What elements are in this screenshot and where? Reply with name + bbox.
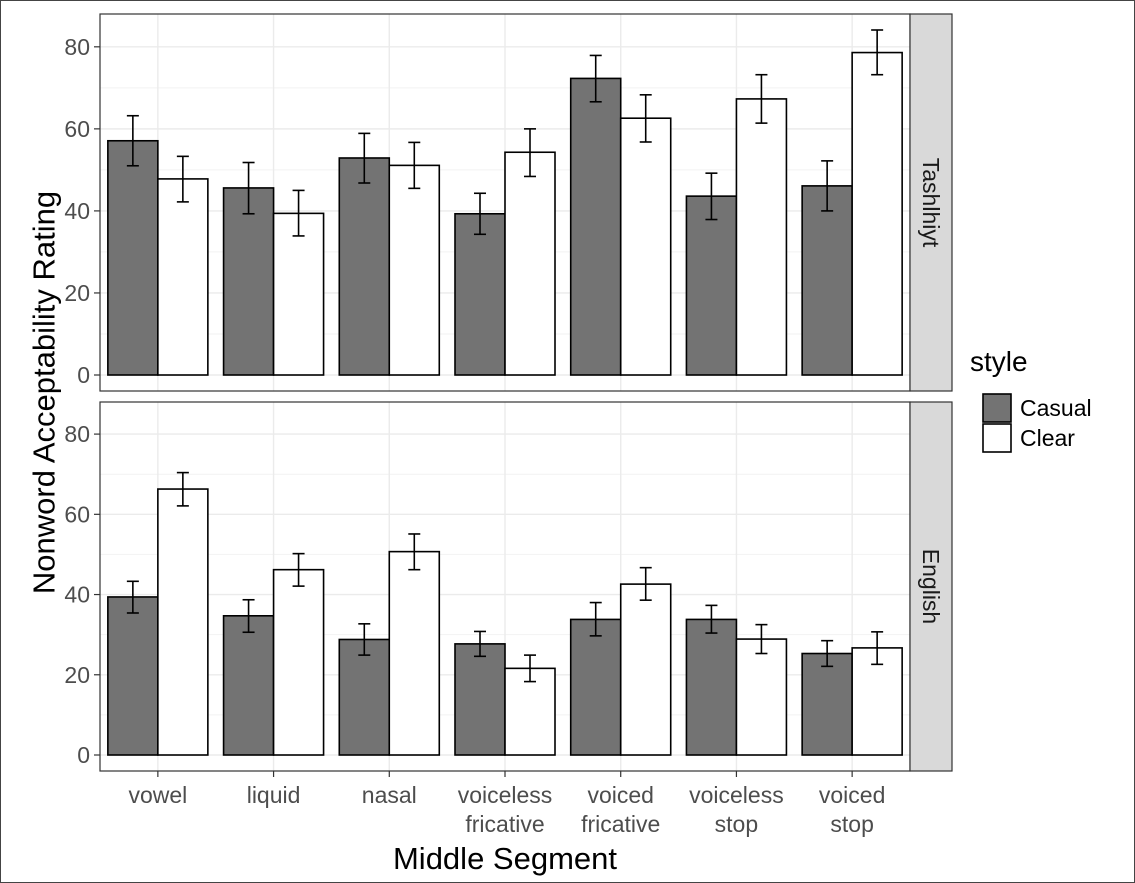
bar-casual [454, 643, 506, 756]
bar-clear [504, 151, 556, 376]
bar-casual [107, 596, 159, 756]
x-tick-label: liquid [247, 782, 301, 808]
y-tick-label: 80 [64, 421, 90, 447]
bar-clear [504, 667, 556, 756]
bar-casual [685, 618, 738, 756]
legend-key-clear [982, 423, 1012, 453]
bar-clear [851, 51, 903, 376]
y-axis-title: Nonword Acceptability Rating [27, 191, 62, 594]
facet-strip-label: Tashlhiyt [918, 158, 944, 248]
y-tick-label: 20 [64, 280, 90, 306]
bar-casual [338, 638, 391, 756]
bar-clear [619, 117, 672, 376]
bar-clear [388, 550, 441, 756]
bar-clear [735, 98, 788, 376]
x-axis-title: Middle Segment [393, 841, 617, 876]
facet-strip [909, 13, 953, 392]
bar-casual [569, 618, 622, 756]
bar-clear [157, 488, 209, 756]
y-tick-label: 20 [64, 662, 90, 688]
bar-casual [569, 77, 622, 376]
x-tick-label: nasal [362, 782, 417, 808]
x-tick-label: voiceless [458, 782, 553, 808]
bar-casual [107, 139, 159, 376]
bar-casual [454, 212, 506, 376]
legend-label-clear: Clear [1020, 425, 1075, 451]
y-tick-label: 40 [64, 582, 90, 608]
legend-key-casual [982, 393, 1012, 423]
legend-label-casual: Casual [1020, 395, 1092, 421]
bar-clear [157, 178, 209, 376]
x-tick-label: fricative [465, 811, 544, 837]
x-tick-label: voiced [819, 782, 885, 808]
bar-casual [338, 157, 391, 376]
bar-casual [685, 195, 738, 376]
bar-casual [801, 652, 853, 756]
bar-clear [388, 164, 441, 376]
facet-strip-label: English [918, 549, 944, 624]
x-tick-label: stop [715, 811, 758, 837]
bar-clear [619, 583, 672, 756]
y-tick-label: 0 [77, 742, 90, 768]
x-tick-label: fricative [581, 811, 660, 837]
bar-casual [222, 187, 275, 376]
bar-casual [801, 185, 853, 376]
x-tick-label: vowel [128, 782, 187, 808]
y-tick-label: 60 [64, 116, 90, 142]
x-tick-label: voiced [587, 782, 653, 808]
y-tick-label: 60 [64, 501, 90, 527]
bar-clear [272, 568, 325, 756]
y-tick-label: 0 [77, 362, 90, 388]
bar-clear [272, 212, 325, 376]
legend-title: style [970, 346, 1028, 377]
facet-strip [909, 401, 953, 772]
x-tick-label: voiceless [689, 782, 784, 808]
y-tick-label: 40 [64, 198, 90, 224]
bar-casual [222, 615, 275, 756]
bar-clear [735, 638, 788, 756]
x-tick-label: stop [830, 811, 873, 837]
y-tick-label: 80 [64, 34, 90, 60]
